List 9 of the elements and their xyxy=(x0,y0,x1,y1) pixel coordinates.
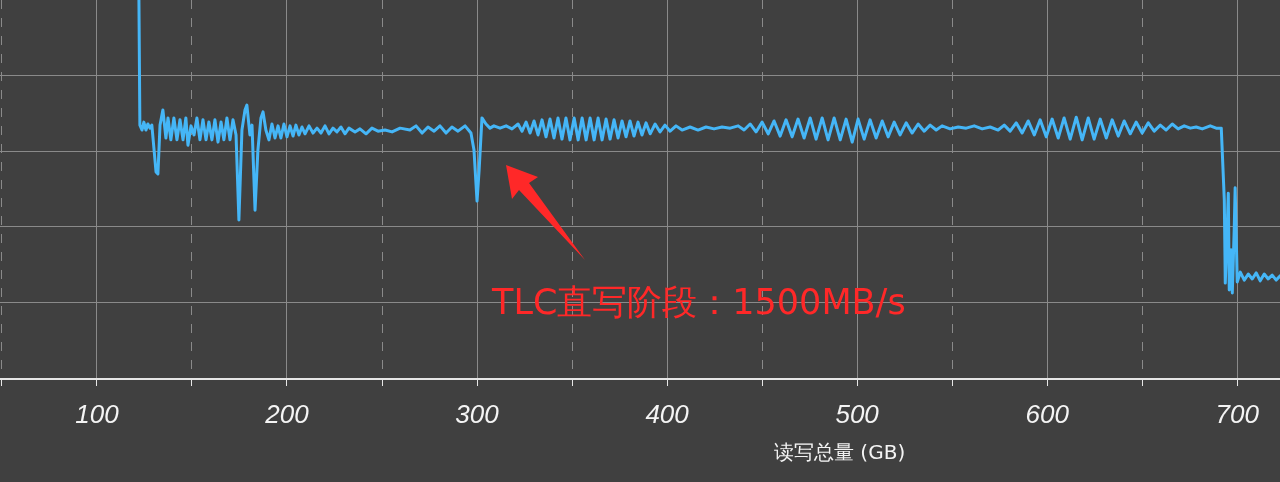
x-axis-title: 读写总量 (GB) xyxy=(774,440,906,464)
x-tick-label: 200 xyxy=(264,399,310,430)
x-tick-label: 100 xyxy=(75,399,120,430)
x-tick-label: 600 xyxy=(1025,399,1070,430)
x-tick-label: 300 xyxy=(455,399,500,430)
annotation: TLC直写阶段：1500MB/s xyxy=(491,282,906,322)
x-tick-label: 400 xyxy=(645,399,690,430)
x-tick-label: 500 xyxy=(835,399,880,430)
x-tick-label: 700 xyxy=(1215,399,1260,430)
